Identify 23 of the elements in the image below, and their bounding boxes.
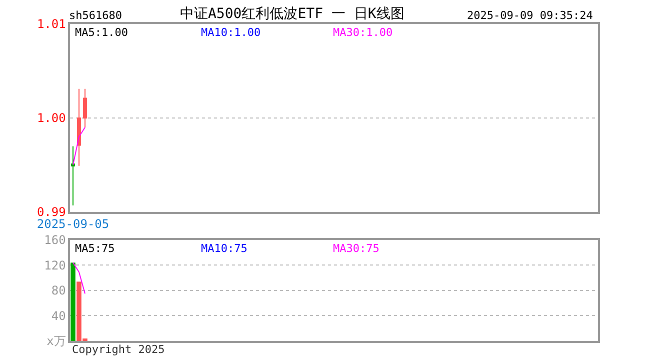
x-tick-label: 2025-09-05	[36, 217, 110, 232]
text: 2025-09-09 09:35:24	[467, 9, 594, 22]
annotation: MA5:1.00	[75, 26, 128, 39]
y-tick-label: 1.00	[36, 111, 66, 126]
text: sh561680	[69, 9, 122, 22]
y-tick-label: 40	[51, 308, 66, 323]
candlestick	[77, 88, 81, 166]
annotation: MA5:75	[75, 242, 115, 255]
bar	[70, 262, 76, 341]
annotation: MA30:1.00	[333, 26, 393, 39]
text: Copyright 2025	[72, 343, 165, 356]
y-tick-label: 120	[44, 258, 66, 272]
annotation: MA30:75	[333, 242, 380, 255]
y-tick-label: 160	[44, 233, 66, 248]
y-tick-label: 80	[51, 284, 66, 298]
annotation: MA10:75	[201, 242, 248, 255]
chart-title: 中证A500红利低波ETF 一 日K线图	[180, 6, 404, 22]
candlestick	[71, 146, 75, 206]
y-tick-label: 1.01	[36, 17, 66, 32]
y-tick-label: x万	[46, 334, 66, 348]
y-tick-label: 0.99	[36, 205, 66, 220]
candlestick	[83, 88, 87, 128]
annotation: MA10:1.00	[201, 26, 261, 39]
